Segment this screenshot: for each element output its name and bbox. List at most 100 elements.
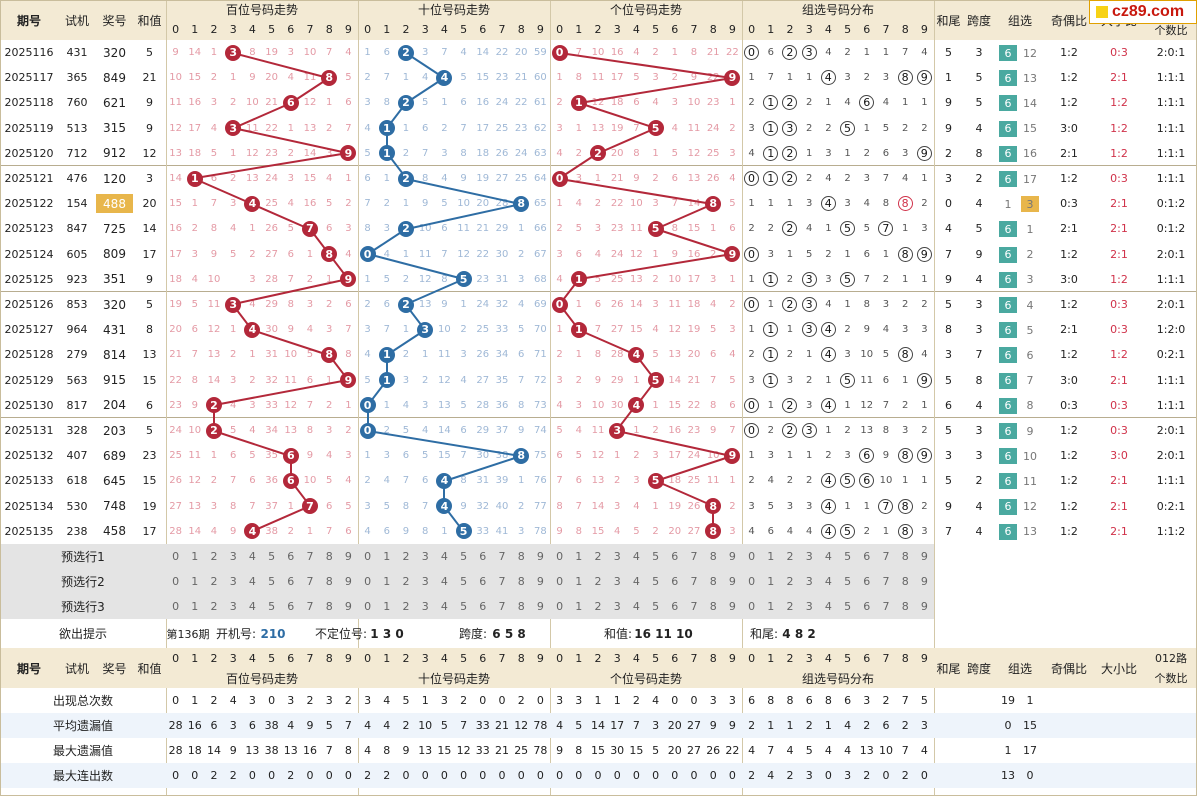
preselect-digit[interactable]: 5 [460,600,468,613]
preselect-digit[interactable]: 0 [748,575,756,588]
preselect-digit[interactable]: 8 [709,550,717,563]
preselect-digit[interactable]: 3 [805,550,813,563]
preselect-digit[interactable]: 2 [594,550,602,563]
preselect-digit[interactable]: 5 [844,600,852,613]
preselect-digit[interactable]: 0 [172,600,180,613]
preselect-digit[interactable]: 4 [248,600,256,613]
preselect-digit[interactable]: 2 [210,575,218,588]
preselect-digit[interactable]: 6 [287,575,295,588]
preselect-digit[interactable]: 5 [460,575,468,588]
preselect-digit[interactable]: 9 [920,550,928,563]
preselect-digit[interactable]: 7 [306,575,314,588]
preselect-digit[interactable]: 6 [671,600,679,613]
preselect-digit[interactable]: 2 [210,600,218,613]
preselect-digit[interactable]: 3 [613,575,621,588]
preselect-digit[interactable]: 5 [652,600,660,613]
preselect-digit[interactable]: 8 [325,550,333,563]
preselect-digit[interactable]: 7 [306,600,314,613]
preselect-digit[interactable]: 2 [594,575,602,588]
preselect-digit[interactable]: 7 [882,575,890,588]
preselect-digit[interactable]: 6 [671,550,679,563]
preselect-digit[interactable]: 2 [402,600,410,613]
preselect-digit[interactable]: 0 [556,600,564,613]
preselect-digit[interactable]: 8 [901,550,909,563]
preselect-digit[interactable]: 1 [575,550,583,563]
preselect-digit[interactable]: 4 [248,550,256,563]
preselect-digit[interactable]: 2 [594,600,602,613]
preselect-digit[interactable]: 2 [210,550,218,563]
preselect-digit[interactable]: 1 [191,600,199,613]
preselect-digit[interactable]: 4 [824,550,832,563]
preselect-digit[interactable]: 5 [268,550,276,563]
preselect-digit[interactable]: 7 [306,550,314,563]
preselect-digit[interactable]: 6 [479,575,487,588]
preselect-digit[interactable]: 3 [805,600,813,613]
preselect-digit[interactable]: 1 [383,550,391,563]
preselect-digit[interactable]: 8 [901,575,909,588]
preselect-digit[interactable]: 0 [364,550,372,563]
preselect-digit[interactable]: 5 [844,575,852,588]
preselect-digit[interactable]: 6 [479,550,487,563]
preselect-digit[interactable]: 8 [901,600,909,613]
preselect-digit[interactable]: 1 [383,600,391,613]
preselect-digit[interactable]: 3 [229,575,237,588]
preselect-digit[interactable]: 9 [920,575,928,588]
preselect-digit[interactable]: 7 [690,550,698,563]
preselect-digit[interactable]: 1 [191,575,199,588]
site-logo[interactable]: cz89.com [1089,0,1197,24]
preselect-digit[interactable]: 9 [728,600,736,613]
preselect-digit[interactable]: 9 [344,575,352,588]
preselect-digit[interactable]: 4 [632,600,640,613]
preselect-digit[interactable]: 5 [652,550,660,563]
preselect-digit[interactable]: 4 [632,575,640,588]
preselect-digit[interactable]: 1 [575,575,583,588]
preselect-digit[interactable]: 2 [786,550,794,563]
preselect-digit[interactable]: 5 [268,600,276,613]
preselect-digit[interactable]: 7 [498,600,506,613]
preselect-digit[interactable]: 8 [709,575,717,588]
preselect-digit[interactable]: 2 [786,600,794,613]
preselect-digit[interactable]: 8 [325,600,333,613]
preselect-digit[interactable]: 0 [364,575,372,588]
preselect-digit[interactable]: 1 [383,575,391,588]
preselect-digit[interactable]: 2 [402,550,410,563]
preselect-digit[interactable]: 3 [421,600,429,613]
preselect-digit[interactable]: 7 [882,550,890,563]
preselect-digit[interactable]: 9 [536,575,544,588]
col-period-header[interactable]: 期号 [0,0,58,40]
preselect-digit[interactable]: 0 [364,600,372,613]
preselect-digit[interactable]: 4 [632,550,640,563]
preselect-digit[interactable]: 6 [287,550,295,563]
preselect-digit[interactable]: 7 [690,575,698,588]
preselect-digit[interactable]: 9 [536,550,544,563]
preselect-digit[interactable]: 3 [229,550,237,563]
preselect-digit[interactable]: 9 [344,550,352,563]
preselect-digit[interactable]: 0 [172,575,180,588]
preselect-digit[interactable]: 8 [517,600,525,613]
preselect-digit[interactable]: 1 [767,550,775,563]
preselect-digit[interactable]: 5 [652,575,660,588]
preselect-digit[interactable]: 0 [556,550,564,563]
preselect-digit[interactable]: 1 [575,600,583,613]
preselect-digit[interactable]: 9 [728,550,736,563]
preselect-digit[interactable]: 3 [421,550,429,563]
preselect-digit[interactable]: 3 [613,600,621,613]
preselect-digit[interactable]: 4 [248,575,256,588]
preselect-digit[interactable]: 3 [613,550,621,563]
preselect-digit[interactable]: 4 [824,575,832,588]
preselect-digit[interactable]: 6 [479,600,487,613]
preselect-digit[interactable]: 6 [863,575,871,588]
preselect-digit[interactable]: 6 [863,600,871,613]
preselect-digit[interactable]: 9 [344,600,352,613]
preselect-digit[interactable]: 2 [402,575,410,588]
preselect-digit[interactable]: 9 [728,575,736,588]
preselect-digit[interactable]: 9 [536,600,544,613]
preselect-digit[interactable]: 6 [671,575,679,588]
preselect-digit[interactable]: 8 [709,600,717,613]
preselect-digit[interactable]: 0 [748,600,756,613]
preselect-digit[interactable]: 1 [767,575,775,588]
preselect-digit[interactable]: 3 [805,575,813,588]
preselect-digit[interactable]: 9 [920,600,928,613]
preselect-digit[interactable]: 8 [325,575,333,588]
preselect-digit[interactable]: 4 [440,575,448,588]
